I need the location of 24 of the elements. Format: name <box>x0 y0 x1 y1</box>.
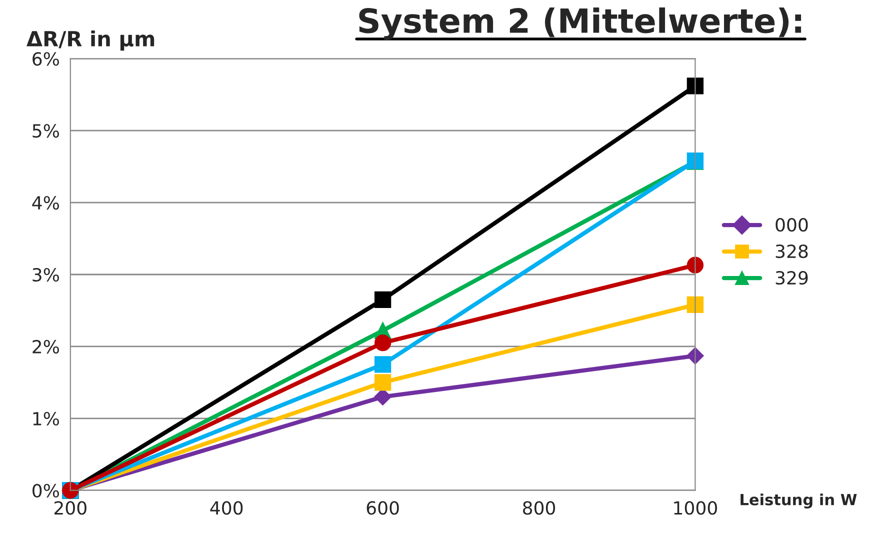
point <box>374 356 392 373</box>
y-tick-label: 3% <box>32 268 59 282</box>
y-tick-label: 4% <box>32 196 59 210</box>
legend-label: 000 <box>776 218 808 232</box>
y-tick-label: 6% <box>32 52 59 66</box>
legend-label: 328 <box>776 244 808 258</box>
chart-title: System 2 (Mittelwerte): <box>359 7 802 40</box>
point <box>374 374 392 391</box>
point <box>374 334 392 352</box>
point <box>374 291 392 308</box>
x-tick-label: 200 <box>54 501 86 515</box>
point <box>686 296 704 314</box>
y-tick-label: 2% <box>32 340 59 354</box>
y-tick-label: 5% <box>32 124 59 138</box>
x-tick-label: 400 <box>210 501 243 515</box>
x-tick-label: 1000 <box>674 501 717 515</box>
point <box>686 78 704 94</box>
x-axis-title: Leistung in W <box>740 494 857 508</box>
x-tick-label: 800 <box>522 501 556 515</box>
y-axis-title: ΔR/R in µm <box>26 30 154 51</box>
x-tick-label: 600 <box>366 501 399 515</box>
y-tick-label: 0% <box>32 484 59 498</box>
legend-label: 329 <box>776 270 808 285</box>
y-tick-label: 1% <box>33 412 59 426</box>
